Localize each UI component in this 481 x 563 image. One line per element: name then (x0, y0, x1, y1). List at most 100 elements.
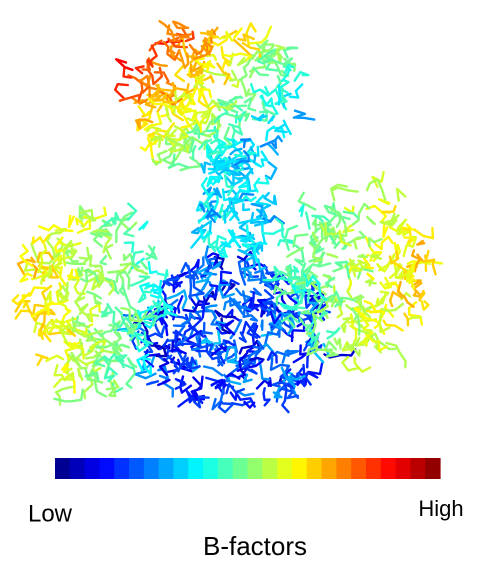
residue-stick (330, 290, 344, 308)
residue-stick (210, 311, 221, 326)
residue-stick (54, 227, 68, 235)
residue-stick (119, 262, 149, 276)
residue-stick (341, 243, 349, 251)
residue-stick (78, 246, 91, 261)
residue-stick (210, 174, 222, 186)
residue-stick (190, 270, 205, 297)
residue-stick (144, 284, 161, 292)
residue-stick (375, 290, 390, 308)
residue-stick (113, 82, 130, 100)
residue-stick (122, 252, 132, 262)
residue-stick (161, 150, 174, 166)
residue-stick (139, 260, 149, 270)
residue-stick (231, 79, 240, 89)
residue-stick (64, 367, 75, 378)
residue-stick (104, 243, 114, 260)
residue-stick (382, 224, 389, 239)
residue-stick (115, 270, 131, 290)
residue-stick (267, 142, 279, 156)
residue-stick (216, 247, 229, 258)
color-swatch (380, 458, 397, 479)
residue-stick (374, 235, 394, 251)
residue-stick (31, 233, 50, 245)
residue-stick (122, 66, 133, 79)
residue-stick (272, 302, 277, 322)
residue-stick (125, 322, 138, 336)
residue-stick (50, 320, 66, 329)
colorbar-title: B-factors (203, 531, 307, 561)
residue-stick (238, 53, 254, 82)
residue-stick (218, 30, 234, 42)
residue-stick (245, 174, 252, 191)
residue-stick (215, 319, 236, 336)
residue-stick (380, 302, 405, 313)
residue-stick (366, 272, 375, 281)
residue-stick (38, 328, 52, 343)
residue-stick (239, 233, 255, 244)
residue-stick (273, 135, 283, 143)
residue-stick (199, 229, 213, 240)
residue-stick (263, 191, 278, 206)
residue-stick (120, 329, 144, 337)
residue-stick (351, 202, 371, 226)
residue-stick (191, 145, 197, 161)
residue-stick (182, 109, 197, 122)
residue-stick (93, 356, 110, 368)
residue-stick (377, 197, 391, 206)
residue-stick (358, 338, 368, 347)
residue-stick (168, 81, 187, 98)
residue-stick (206, 123, 222, 138)
residue-stick (241, 41, 262, 59)
color-swatch (203, 458, 219, 479)
residue-stick (200, 177, 215, 197)
residue-stick (286, 246, 305, 258)
residue-stick (175, 99, 187, 116)
residue-stick (224, 346, 238, 361)
residue-stick (171, 20, 190, 30)
residue-stick (192, 395, 210, 409)
residue-stick (269, 357, 291, 377)
residue-stick (416, 239, 426, 246)
residue-stick (220, 52, 253, 61)
residue-stick (330, 183, 348, 202)
residue-stick (87, 275, 106, 283)
color-bar (55, 458, 441, 479)
residue-stick (166, 289, 188, 310)
residue-stick (226, 99, 238, 112)
residue-stick (36, 251, 54, 263)
residue-stick (206, 350, 222, 361)
residue-stick (352, 237, 362, 250)
residue-stick (378, 310, 391, 334)
residue-stick (30, 301, 54, 318)
residue-stick (272, 386, 283, 399)
residue-stick (370, 291, 388, 309)
residue-stick (167, 48, 176, 55)
residue-stick (127, 74, 151, 94)
residue-stick (413, 226, 435, 240)
residue-stick (107, 280, 115, 296)
residue-stick (37, 243, 48, 274)
residue-stick (100, 302, 114, 317)
residue-stick (255, 39, 269, 49)
residue-stick (360, 314, 374, 341)
residue-stick (256, 176, 270, 185)
residue-stick (233, 151, 257, 159)
residue-stick (106, 270, 125, 282)
residue-stick (147, 261, 158, 275)
residue-stick (188, 395, 197, 404)
residue-stick (249, 146, 257, 164)
residue-stick (64, 342, 79, 361)
residue-stick (311, 294, 334, 314)
residue-stick (406, 315, 423, 322)
residue-stick (114, 58, 134, 72)
residue-stick (223, 174, 235, 197)
residue-stick (280, 313, 299, 329)
residue-stick (293, 312, 314, 322)
residue-stick (353, 356, 372, 373)
residue-stick (103, 366, 118, 383)
residue-stick (120, 306, 142, 323)
residue-stick (163, 307, 178, 317)
residue-stick (401, 223, 414, 231)
residue-stick (242, 244, 259, 264)
